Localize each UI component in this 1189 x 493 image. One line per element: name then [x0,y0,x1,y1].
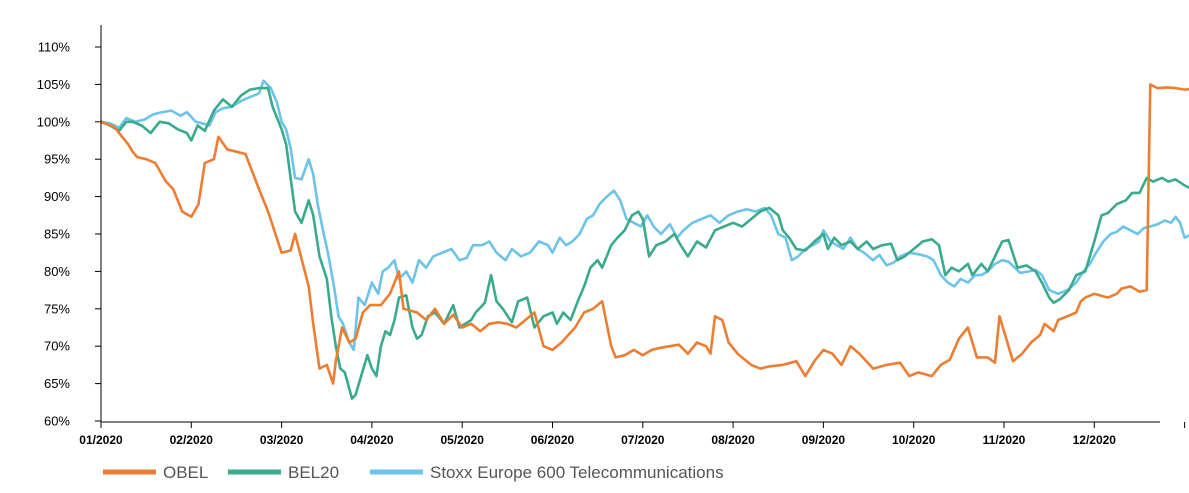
x-tick-label: 09/2020 [802,433,846,447]
y-tick-label: 75% [44,301,70,316]
y-tick-label: 110% [38,40,71,55]
x-tick-label: 02/2020 [170,433,214,447]
series-lines [99,79,1189,400]
series-line-stoxx-europe-600-telecommunications [99,79,1189,352]
y-tick-label: 80% [44,264,70,279]
y-tick-label: 70% [44,339,70,354]
y-tick-label: 105% [37,77,71,92]
y-tick-label: 65% [44,376,70,391]
y-tick-label: 85% [44,227,70,242]
x-tick-label: 08/2020 [711,433,755,447]
legend-label: OBEL [163,463,208,482]
x-tick-label: 03/2020 [260,433,304,447]
x-axis-ticks: 01/2020 02/2020 03/2020 04/2020 05/2020 06/20… [79,422,1186,447]
legend-label: Stoxx Europe 600 Telecommunications [430,463,724,482]
x-tick-label: 04/2020 [350,433,394,447]
y-tick-label: 90% [44,189,70,204]
x-tick-label: 07/2020 [621,433,665,447]
x-tick-label: 06/2020 [531,433,575,447]
x-tick-label: 12/2020 [1073,433,1117,447]
legend: OBEL BEL20 Stoxx Europe 600 Telecommunicat… [103,463,724,482]
x-tick-label: 10/2020 [892,433,936,447]
series-line-bel20 [99,86,1189,400]
x-tick-label: 11/2020 [983,433,1026,447]
y-tick-label: 95% [44,152,70,167]
legend-label: BEL20 [288,463,339,482]
y-axis-ticks: 60% 65% 70% 75% 80% 85% 90% 95% 100% 105% 110% [37,40,101,429]
y-tick-label: 100% [37,114,71,129]
y-tick-label: 60% [44,414,70,429]
x-tick-label: 01/2020 [79,433,123,447]
x-tick-label: 05/2020 [441,433,485,447]
series-line-obel [99,83,1189,385]
